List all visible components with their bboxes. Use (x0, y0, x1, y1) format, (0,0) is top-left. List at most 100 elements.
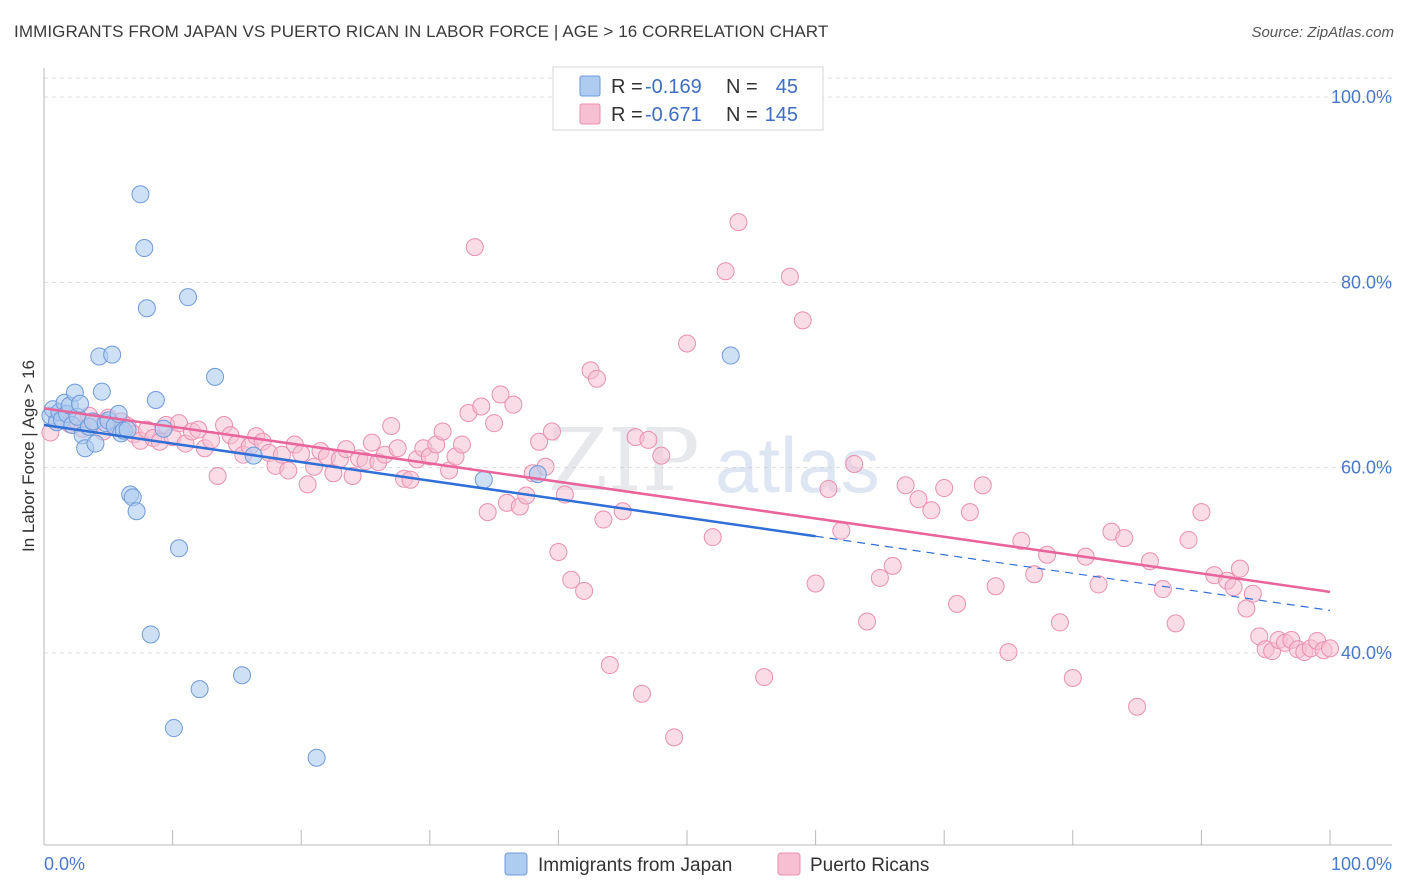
puerto-rican-point-128 (1166, 614, 1185, 633)
puerto-rican-point-89 (632, 684, 651, 703)
japan-point-34 (146, 391, 165, 410)
puerto-rican-point-69 (485, 414, 504, 433)
puerto-rican-point-81 (562, 570, 581, 589)
puerto-rican-point-101 (819, 479, 838, 498)
puerto-rican-point-64 (452, 435, 471, 454)
puerto-rican-point-95 (716, 262, 735, 281)
chart-title: IMMIGRANTS FROM JAPAN VS PUERTO RICAN IN… (14, 22, 829, 41)
puerto-rican-point-105 (870, 568, 889, 587)
legend-japan-r-label: R = (611, 76, 643, 98)
puerto-rican-point-92 (665, 728, 684, 747)
y-tick-label-100: 100.0% (1331, 87, 1392, 107)
legend-japan-r-value: -0.169 (645, 76, 702, 98)
puerto-rican-point-72 (504, 395, 523, 414)
grid-lines (44, 77, 1392, 654)
legend-japan-n-label: N = (726, 76, 758, 98)
puerto-rican-point-94 (703, 528, 722, 547)
puerto-rican-trend-line (43, 407, 1331, 594)
puerto-rican-point-119 (1050, 613, 1069, 632)
legend-pr-r-label: R = (611, 104, 643, 126)
puerto-rican-point-37 (279, 461, 298, 480)
japan-trend-line-extension (815, 535, 1331, 611)
series-legend-japan: Immigrants from Japan (538, 855, 732, 876)
japan-point-29 (127, 502, 146, 521)
puerto-rican-point-130 (1192, 503, 1211, 522)
y-tick-label-60: 60.0% (1341, 458, 1392, 478)
puerto-rican-point-91 (652, 446, 671, 465)
japan-point-36 (164, 719, 183, 738)
japan-point-32 (137, 299, 156, 318)
japan-point-38 (179, 288, 198, 307)
legend-japan-n-value: 45 (776, 76, 798, 98)
puerto-rican-point-39 (292, 444, 311, 463)
puerto-rican-point-47 (343, 467, 362, 486)
puerto-rican-point-93 (678, 334, 696, 353)
puerto-rican-point-53 (382, 416, 401, 435)
puerto-rican-point-113 (973, 476, 992, 495)
puerto-rican-point-129 (1179, 530, 1198, 549)
puerto-rican-point-85 (594, 510, 613, 529)
japan-point-46 (721, 346, 740, 365)
puerto-rican-point-54 (388, 439, 407, 458)
puerto-rican-point-50 (362, 433, 381, 452)
puerto-rican-point-125 (1128, 697, 1147, 716)
japan-point-11 (71, 394, 90, 413)
puerto-rican-point-122 (1089, 575, 1108, 594)
correlation-legend: R = -0.169 N = 45 R = -0.671 N = 145 (552, 66, 824, 131)
japan-point-33 (141, 625, 160, 644)
puerto-rican-point-118 (1038, 545, 1057, 564)
puerto-rican-point-136 (1243, 584, 1262, 603)
puerto-rican-point-61 (433, 422, 452, 441)
puerto-rican-point-82 (575, 581, 594, 600)
puerto-rican-point-99 (793, 311, 812, 330)
y-tick-label-80: 80.0% (1341, 272, 1392, 292)
puerto-rican-points (41, 213, 1339, 747)
puerto-rican-point-111 (948, 594, 967, 613)
japan-point-35 (154, 419, 173, 438)
puerto-rican-point-26 (208, 467, 227, 486)
puerto-rican-point-86 (600, 656, 619, 675)
puerto-rican-point-68 (478, 503, 497, 522)
japan-point-16 (86, 434, 105, 453)
puerto-rican-point-120 (1063, 669, 1082, 688)
puerto-rican-point-78 (542, 422, 561, 441)
puerto-rican-point-76 (530, 432, 549, 451)
series-legend-puerto-rican: Puerto Ricans (810, 855, 929, 876)
legend-swatch-japan (579, 75, 601, 97)
puerto-rican-point-116 (1012, 531, 1031, 550)
series-legend: Immigrants from Japan Puerto Ricans (504, 852, 929, 876)
japan-point-30 (131, 185, 150, 204)
japan-point-41 (233, 666, 252, 685)
puerto-rican-point-102 (832, 521, 851, 540)
puerto-rican-point-84 (587, 369, 606, 388)
puerto-rican-point-114 (986, 577, 1005, 596)
puerto-rican-point-107 (896, 476, 915, 495)
y-tick-label-40: 40.0% (1341, 643, 1392, 663)
puerto-rican-point-148 (1321, 639, 1339, 658)
puerto-rican-point-108 (909, 490, 928, 509)
legend-swatch-puerto-rican (579, 103, 601, 125)
puerto-rican-point-66 (465, 238, 484, 257)
japan-point-43 (307, 748, 326, 767)
y-axis-label: In Labor Force | Age > 16 (19, 360, 38, 552)
puerto-rican-point-104 (858, 612, 877, 631)
japan-points (41, 185, 740, 767)
puerto-rican-point-40 (298, 475, 317, 494)
puerto-rican-point-117 (1025, 565, 1044, 584)
puerto-rican-point-109 (922, 501, 941, 520)
puerto-rican-point-115 (999, 643, 1018, 662)
puerto-rican-point-87 (613, 502, 632, 521)
puerto-rican-point-96 (729, 213, 748, 232)
japan-trend-line (43, 423, 816, 538)
japan-point-31 (135, 239, 154, 258)
puerto-rican-point-103 (845, 454, 864, 473)
legend-pr-n-value: 145 (765, 104, 798, 126)
puerto-rican-point-112 (960, 503, 979, 522)
legend-pr-r-value: -0.671 (645, 104, 702, 126)
trend-lines (43, 407, 1331, 611)
puerto-rican-point-70 (491, 385, 510, 404)
japan-point-18 (92, 382, 111, 401)
legend-pr-n-label: N = (726, 104, 758, 126)
japan-point-37 (170, 539, 189, 558)
